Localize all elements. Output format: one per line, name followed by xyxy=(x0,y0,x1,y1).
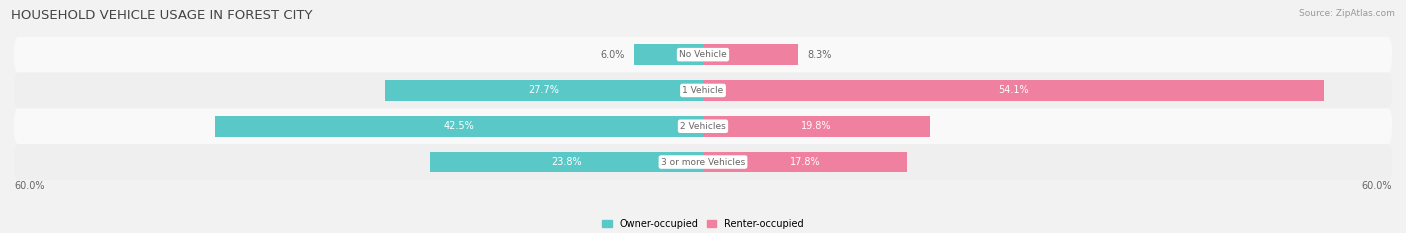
Bar xyxy=(703,152,907,172)
Text: 23.8%: 23.8% xyxy=(551,157,582,167)
FancyBboxPatch shape xyxy=(14,144,1392,180)
Bar xyxy=(385,80,703,101)
Text: 17.8%: 17.8% xyxy=(790,157,821,167)
Bar xyxy=(215,116,703,137)
Text: 54.1%: 54.1% xyxy=(998,86,1029,96)
FancyBboxPatch shape xyxy=(14,72,1392,108)
Bar xyxy=(703,116,931,137)
Bar xyxy=(634,44,703,65)
Text: No Vehicle: No Vehicle xyxy=(679,50,727,59)
Bar xyxy=(703,44,799,65)
FancyBboxPatch shape xyxy=(14,108,1392,144)
Text: 2 Vehicles: 2 Vehicles xyxy=(681,122,725,131)
Text: Source: ZipAtlas.com: Source: ZipAtlas.com xyxy=(1299,9,1395,18)
Text: 3 or more Vehicles: 3 or more Vehicles xyxy=(661,158,745,167)
Text: 8.3%: 8.3% xyxy=(807,50,832,60)
Text: 6.0%: 6.0% xyxy=(600,50,624,60)
Legend: Owner-occupied, Renter-occupied: Owner-occupied, Renter-occupied xyxy=(599,215,807,233)
Text: 27.7%: 27.7% xyxy=(529,86,560,96)
Text: 60.0%: 60.0% xyxy=(1361,181,1392,191)
Bar xyxy=(703,80,1324,101)
Text: 19.8%: 19.8% xyxy=(801,121,832,131)
FancyBboxPatch shape xyxy=(14,37,1392,72)
Text: 42.5%: 42.5% xyxy=(444,121,474,131)
Text: 60.0%: 60.0% xyxy=(14,181,45,191)
Text: 1 Vehicle: 1 Vehicle xyxy=(682,86,724,95)
Text: HOUSEHOLD VEHICLE USAGE IN FOREST CITY: HOUSEHOLD VEHICLE USAGE IN FOREST CITY xyxy=(11,9,312,22)
Bar xyxy=(430,152,703,172)
